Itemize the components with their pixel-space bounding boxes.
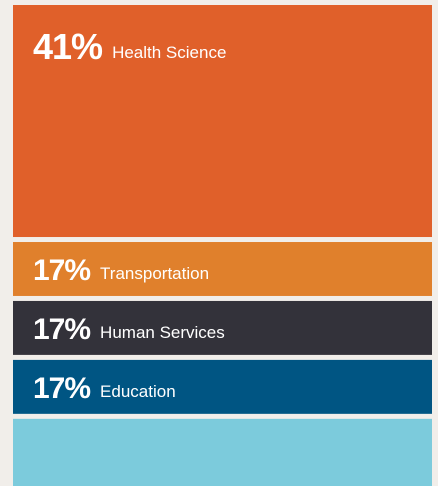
value-label: 17% [33,313,90,346]
block [13,418,432,486]
block [13,300,432,355]
category-label: Health Science [112,43,226,62]
category-label: Education [100,382,176,401]
block [13,359,432,414]
value-label: 41% [33,26,103,67]
value-label: 17% [33,254,90,287]
block [13,5,432,238]
value-label: 17% [33,372,90,405]
category-label: Human Services [100,323,225,342]
category-label: Transportation [100,264,209,283]
block [13,242,432,296]
